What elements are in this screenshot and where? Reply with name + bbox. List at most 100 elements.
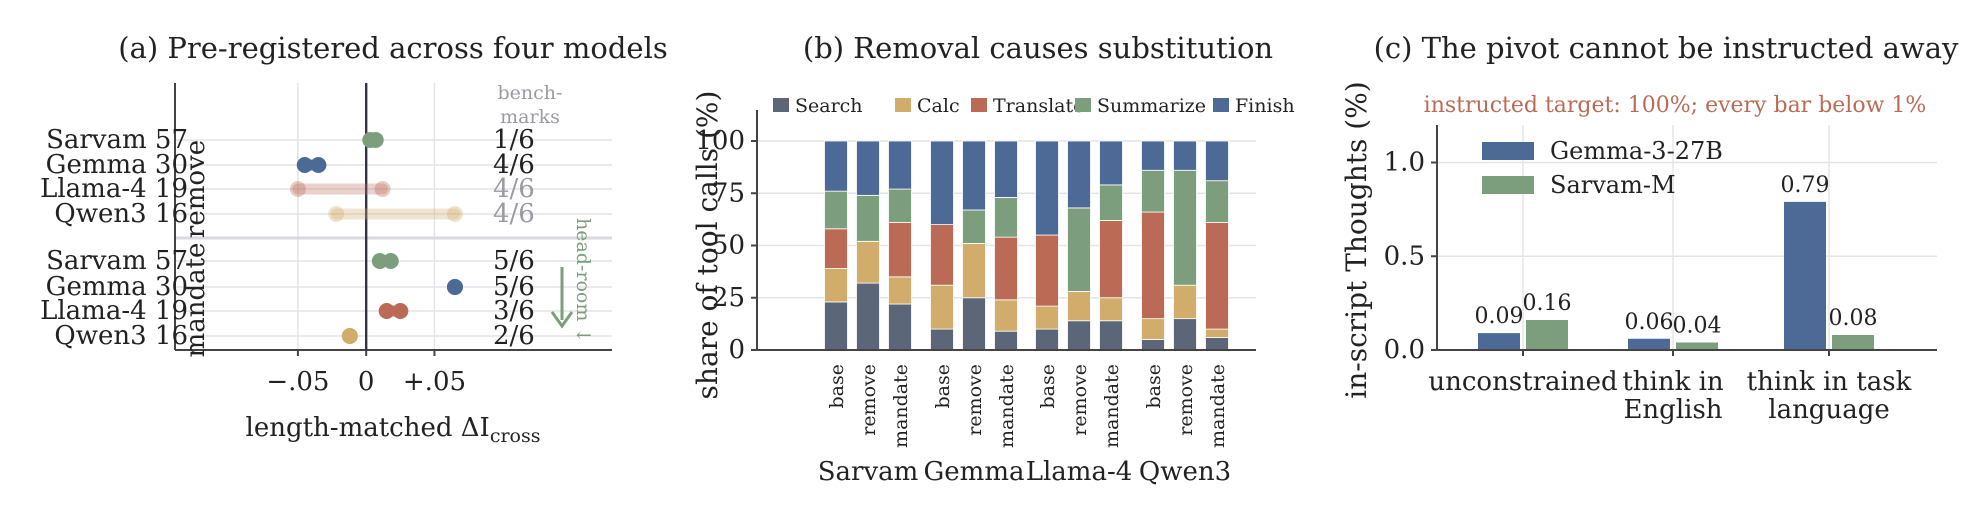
benchmark-count: 3/6 [493, 296, 535, 326]
condition-tick-label: mandate [890, 364, 912, 448]
stacked-bar-segment [962, 297, 986, 351]
stacked-bar-segment [888, 140, 912, 190]
category-label-line: think in task [1747, 367, 1912, 397]
condition-tick-label: remove [964, 364, 986, 436]
benchmark-count: 4/6 [493, 150, 535, 180]
stacked-bar-segment [1099, 140, 1123, 186]
x-tick-label: −.05 [266, 367, 329, 397]
stacked-bar-segment [824, 140, 848, 192]
stacked-bar-segment [1141, 318, 1165, 340]
legend-swatch [1482, 176, 1534, 194]
bar-value-label: 0.09 [1475, 304, 1524, 329]
legend-swatch [773, 98, 789, 112]
row-label: Qwen3 16 [54, 321, 188, 351]
y-tick-label: 1.0 [1384, 148, 1425, 178]
dumbbell-end-point [382, 253, 399, 269]
stacked-bar-segment [1141, 211, 1165, 320]
panel-c: (c) The pivot cannot be instructed awayi… [1340, 31, 1959, 425]
legend-label: Calc [917, 95, 960, 117]
condition-tick-label: mandate [996, 364, 1018, 448]
headroom-label: head-room ↓ [572, 218, 594, 343]
legend-swatch [1482, 142, 1534, 160]
benchmark-count: 5/6 [493, 246, 535, 276]
y-tick-label: 25 [712, 283, 745, 313]
legend-label: Finish [1235, 95, 1295, 117]
stacked-bar-segment [994, 140, 1018, 198]
stacked-bar-segment [1067, 320, 1091, 351]
bar-value-label: 0.79 [1781, 173, 1830, 198]
y-tick-label: 50 [712, 231, 745, 261]
headroom-arrow-head [550, 311, 574, 329]
stacked-bar-segment [1099, 320, 1123, 351]
stacked-bar-segment [1205, 140, 1229, 182]
legend-label: Search [795, 95, 863, 117]
bar-value-label: 0.08 [1829, 306, 1878, 331]
stacked-bar-segment [962, 209, 986, 244]
stacked-bar-segment [824, 228, 848, 269]
dumbbell-end-point [374, 181, 391, 197]
stacked-bar-segment [1099, 184, 1123, 221]
stacked-bar-segment [856, 282, 880, 351]
panel-a: (a) Pre-registered across four models −.0… [40, 31, 668, 447]
dumbbell-end-point [310, 157, 327, 173]
row-label: Sarvam 57 [46, 246, 188, 276]
category-label-line: English [1623, 395, 1722, 425]
stacked-bar-segment [994, 197, 1018, 238]
condition-tick-label: mandate [1101, 364, 1123, 448]
stacked-bar-segment [856, 140, 880, 196]
category-label: unconstrained [1428, 367, 1617, 397]
group-tick-label: Sarvam [818, 457, 919, 487]
x-axis-label: length-matched ΔIcross [246, 413, 541, 447]
stacked-bar-segment [888, 188, 912, 223]
stacked-bar-segment [1141, 339, 1165, 351]
bar [1478, 333, 1520, 350]
legend-swatch [1213, 98, 1229, 112]
legend-label: Sarvam-M [1550, 171, 1676, 199]
dumbbell-end-point [446, 279, 463, 295]
legend-label: Gemma-3-27B [1550, 137, 1723, 165]
x-axis-label-sub: cross [490, 425, 541, 447]
stacked-bar-segment [1035, 140, 1059, 236]
benchmark-count: 1/6 [493, 125, 535, 155]
bar [1832, 335, 1874, 350]
x-tick-label: +.05 [403, 367, 466, 397]
stacked-bar-segment [888, 276, 912, 305]
panel-a-title: (a) Pre-registered across four models [118, 31, 667, 65]
stacked-bar-segment [856, 240, 880, 284]
y-tick-label: 100 [695, 126, 745, 156]
panel-b: (b) Removal causes substitution 0 25 50 75 10… [691, 31, 1295, 487]
stacked-bar-segment [1173, 169, 1197, 286]
group-tick-label: Gemma [924, 457, 1025, 487]
bar [1784, 201, 1826, 350]
bar [1676, 342, 1718, 350]
dumbbell-start-point [378, 303, 395, 319]
stacked-bar-segment [930, 284, 954, 330]
benchmark-count: 5/6 [493, 272, 535, 302]
y-tick-label: 0.0 [1384, 335, 1425, 365]
bar-value-label: 0.16 [1523, 291, 1572, 316]
row-label: Llama-4 19 [40, 174, 188, 204]
stacked-bar-segment [888, 303, 912, 351]
stacked-bar-segment [1035, 234, 1059, 307]
stacked-bar-segment [1173, 284, 1197, 320]
dumbbell-end-point [446, 206, 463, 222]
condition-tick-label: base [826, 364, 848, 409]
stacked-bar-segment [888, 222, 912, 278]
stacked-bar-segment [930, 328, 954, 351]
row-label: Llama-4 19 [40, 296, 188, 326]
condition-tick-label: remove [858, 364, 880, 436]
y-tick-label: 0 [728, 335, 745, 365]
stacked-bar-segment [1173, 140, 1197, 171]
row-label: Sarvam 57 [46, 125, 188, 155]
stacked-bar-segment [1035, 305, 1059, 330]
stacked-bar-segment [994, 299, 1018, 332]
stacked-bar-segment [1205, 337, 1229, 351]
benchmarks-header-line: bench- [498, 82, 563, 104]
group-label-remove: remove [181, 140, 211, 238]
x-tick-label: 0 [358, 367, 375, 397]
y-tick-label: 0.5 [1384, 241, 1425, 271]
dumbbell-start-point [296, 157, 313, 173]
stacked-bar-segment [1099, 220, 1123, 299]
condition-tick-label: remove [1069, 364, 1091, 436]
